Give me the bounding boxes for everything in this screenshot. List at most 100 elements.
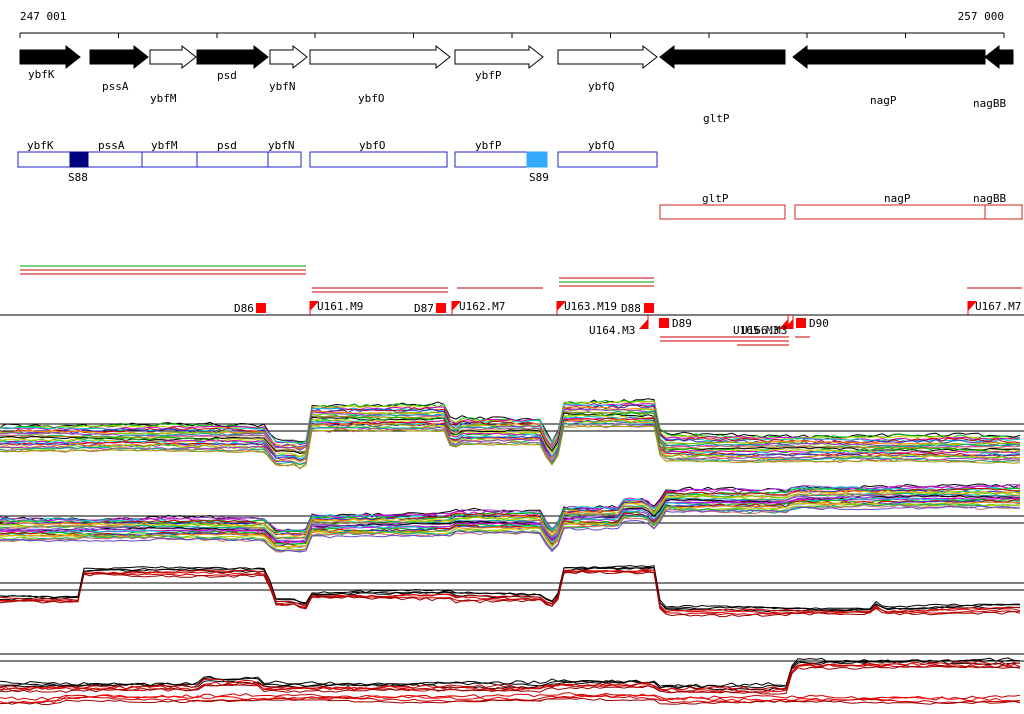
signal-line <box>0 408 1021 451</box>
marker-square-D86[interactable] <box>256 303 266 313</box>
signal-line <box>0 425 1021 469</box>
signal-line <box>0 664 1021 695</box>
signal-panel-4-red-band <box>0 692 1021 706</box>
gene-label-ybfK: ybfK <box>28 68 55 81</box>
signal-line <box>0 404 1021 450</box>
marker-flag-U163.M19[interactable] <box>557 301 566 311</box>
signal-line <box>0 565 1021 610</box>
marker-flag-U165.M3[interactable] <box>779 319 788 329</box>
marker-flag-label-U165.M3: U165.M3 <box>733 324 779 337</box>
signal-line <box>0 487 1021 536</box>
segment-box-psd[interactable] <box>196 151 269 168</box>
signal-line <box>0 695 1021 704</box>
gene-label-pssA: pssA <box>102 80 129 93</box>
gene-arrow-pssA[interactable] <box>89 44 149 70</box>
segment-label-psd: psd <box>217 139 237 152</box>
segment-box-ybfM[interactable] <box>141 151 198 168</box>
segment-box-ybfO[interactable] <box>309 151 448 168</box>
signal-line <box>0 492 1021 540</box>
marker-square-label-D86: D86 <box>234 302 254 315</box>
coordinate-end-label: 257 000 <box>958 10 1004 23</box>
segment-box-pssA[interactable] <box>87 151 143 168</box>
operon-box-nagP[interactable] <box>794 204 986 220</box>
gene-label-nagBB: nagBB <box>973 97 1006 110</box>
operon-box-nagBB[interactable] <box>984 204 1023 220</box>
marker-square-D87[interactable] <box>436 303 446 313</box>
marker-flag-U164.M3[interactable] <box>639 319 648 329</box>
marker-flag-label-U163.M19: U163.M19 <box>564 300 617 313</box>
signal-line <box>0 497 1021 546</box>
marker-flag-label-U164.M3: U164.M3 <box>589 324 635 337</box>
gene-label-ybfP: ybfP <box>475 69 502 82</box>
operon-label-gltP: gltP <box>702 192 729 205</box>
signal-line <box>0 489 1021 536</box>
signal-line <box>0 504 1021 553</box>
segment-label-ybfQ: ybfQ <box>588 139 615 152</box>
marker-flag-label-U162.M7: U162.M7 <box>459 300 505 313</box>
marker-square-D89[interactable] <box>659 318 669 328</box>
marker-square-label-D88: D88 <box>621 302 641 315</box>
marker-flag-U166.M3[interactable] <box>784 319 793 329</box>
segment-label-ybfN: ybfN <box>268 139 295 152</box>
gene-arrow-nagP[interactable] <box>792 44 986 70</box>
marker-square-label-D90: D90 <box>809 317 829 330</box>
marker-flag-U167.M7[interactable] <box>968 301 977 311</box>
signal-panel-4 <box>0 653 1024 695</box>
signal-line <box>0 401 1020 446</box>
signal-line <box>0 412 1021 454</box>
segment-box-ybfN[interactable] <box>267 151 302 168</box>
signal-line <box>0 498 1021 546</box>
probe-set-marker-label-S88: S88 <box>68 171 88 184</box>
marker-square-label-D89: D89 <box>672 317 692 330</box>
gene-arrow-ybfP[interactable] <box>454 44 544 70</box>
marker-square-label-D87: D87 <box>414 302 434 315</box>
signal-line <box>0 406 1021 449</box>
probe-set-marker-S89[interactable] <box>526 151 548 168</box>
signal-panel-2 <box>0 483 1024 553</box>
gene-arrow-ybfM[interactable] <box>149 44 197 70</box>
gene-label-ybfM: ybfM <box>150 92 177 105</box>
gene-arrow-ybfQ[interactable] <box>557 44 658 70</box>
segment-label-ybfP: ybfP <box>475 139 502 152</box>
marker-square-D88[interactable] <box>644 303 654 313</box>
gene-arrow-gltP[interactable] <box>659 44 786 70</box>
gene-label-gltP: gltP <box>703 112 730 125</box>
marker-flag-label-U161.M9: U161.M9 <box>317 300 363 313</box>
operon-label-nagBB: nagBB <box>973 192 1006 205</box>
signal-line <box>0 570 1021 618</box>
signal-line <box>0 502 1021 548</box>
signal-line <box>0 659 1021 691</box>
signal-line <box>0 505 1021 553</box>
gene-arrow-ybfN[interactable] <box>269 44 308 70</box>
marker-flag-label-U167.M7: U167.M7 <box>975 300 1021 313</box>
marker-square-D90[interactable] <box>796 318 806 328</box>
signal-line <box>0 497 1021 544</box>
signal-line <box>0 411 1021 455</box>
segment-label-ybfO: ybfO <box>359 139 386 152</box>
marker-flag-U162.M7[interactable] <box>452 301 461 311</box>
probe-set-marker-S88[interactable] <box>69 151 89 168</box>
gene-label-psd: psd <box>217 69 237 82</box>
gene-arrow-psd[interactable] <box>196 44 269 70</box>
gene-arrow-nagBB[interactable] <box>984 44 1014 70</box>
gene-label-ybfN: ybfN <box>269 80 296 93</box>
signal-panel-3 <box>0 565 1024 618</box>
marker-flag-label-U166.M3: U166.M3 <box>741 324 787 337</box>
operon-box-gltP[interactable] <box>659 204 786 220</box>
segment-box-ybfQ[interactable] <box>557 151 658 168</box>
gene-label-nagP: nagP <box>870 94 897 107</box>
marker-flag-U161.M9[interactable] <box>310 301 319 311</box>
segment-label-ybfK: ybfK <box>27 139 54 152</box>
probe-set-marker-label-S89: S89 <box>529 171 549 184</box>
signal-line <box>0 659 1021 689</box>
signal-line <box>0 570 1021 616</box>
gene-label-ybfQ: ybfQ <box>588 80 615 93</box>
coordinate-start-label: 247 001 <box>20 10 66 23</box>
segment-label-pssA: pssA <box>98 139 125 152</box>
signal-line <box>0 663 1021 694</box>
gene-arrow-ybfK[interactable] <box>19 44 81 70</box>
signal-line <box>0 697 1021 706</box>
gene-label-ybfO: ybfO <box>358 92 385 105</box>
gene-arrow-ybfO[interactable] <box>309 44 451 70</box>
